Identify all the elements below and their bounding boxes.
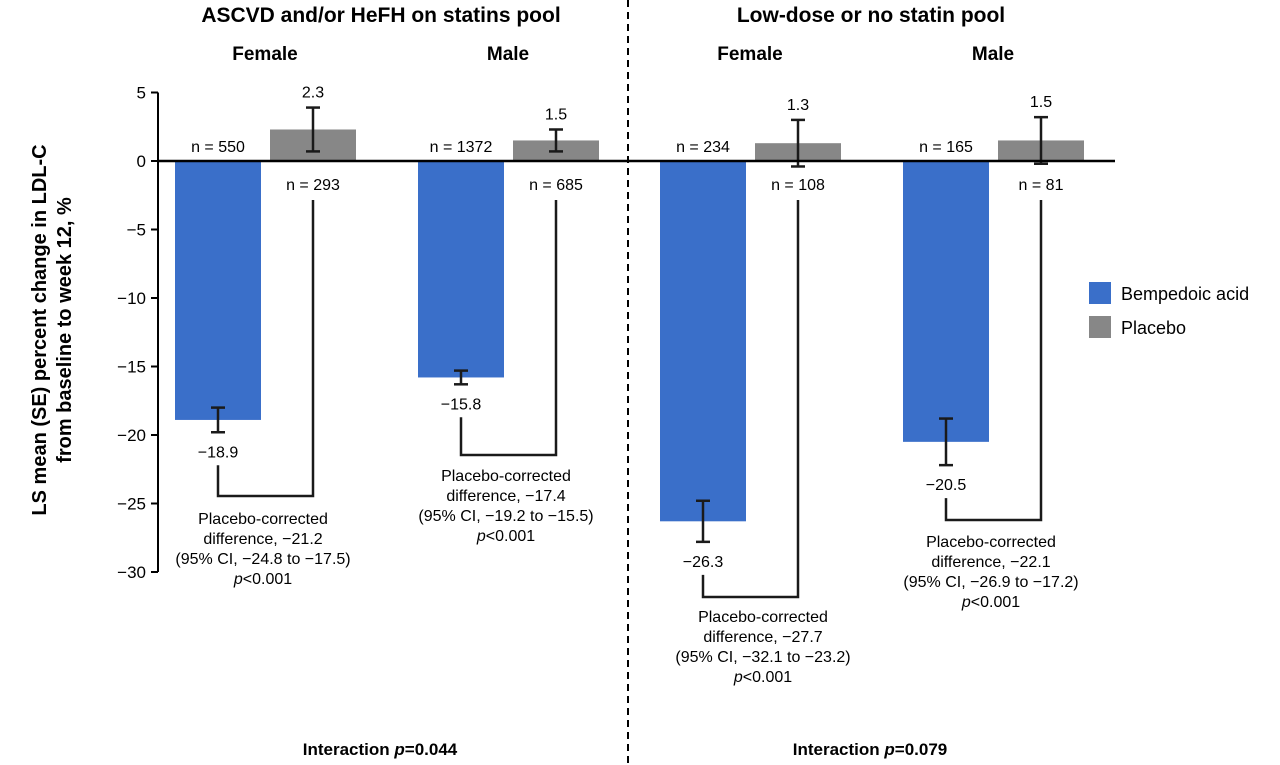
interaction-labels: Interaction p=0.044 Interaction p=0.079 xyxy=(303,740,948,759)
value-label-bempedoic: −18.9 xyxy=(198,444,239,461)
y-tick-label: −15 xyxy=(117,358,146,377)
legend-label: Bempedoic acid xyxy=(1121,284,1249,304)
difference-text: (95% CI, −32.1 to −23.2) xyxy=(675,649,850,666)
difference-connector xyxy=(459,200,558,457)
y-axis-label: LS mean (SE) percent change in LDL-C from… xyxy=(29,144,76,515)
legend-label: Placebo xyxy=(1121,318,1186,338)
difference-text: Placebo-corrected xyxy=(441,468,571,485)
difference-p-value: p<0.001 xyxy=(476,528,535,545)
bar-bempedoic xyxy=(903,161,989,442)
difference-text: (95% CI, −26.9 to −17.2) xyxy=(903,574,1078,591)
value-label-bempedoic: −26.3 xyxy=(683,554,724,571)
n-label-bempedoic: n = 165 xyxy=(919,139,973,156)
value-label-placebo: 1.5 xyxy=(1030,94,1052,111)
y-axis: 5 0 −5 −10 −15 −20 −25 −30 xyxy=(117,84,159,582)
difference-connector xyxy=(216,200,315,498)
value-label-placebo: 1.3 xyxy=(787,97,809,114)
value-label-bempedoic: −20.5 xyxy=(926,477,967,494)
group-sex-label: Male xyxy=(487,44,529,65)
n-label-bempedoic: n = 1372 xyxy=(430,139,493,156)
difference-text: difference, −17.4 xyxy=(446,488,565,505)
n-label-bempedoic: n = 550 xyxy=(191,139,245,156)
y-tick-label: −25 xyxy=(117,495,146,514)
n-label-placebo: n = 293 xyxy=(286,177,340,194)
pool-title: ASCVD and/or HeFH on statins pool xyxy=(201,4,560,27)
pool-titles: ASCVD and/or HeFH on statins pool Female M… xyxy=(201,4,1014,65)
difference-connector xyxy=(701,200,800,599)
difference-p-value: p<0.001 xyxy=(233,571,292,588)
difference-text: Placebo-corrected xyxy=(698,609,828,626)
difference-text: Placebo-corrected xyxy=(926,534,1056,551)
y-tick-label: −20 xyxy=(117,426,146,445)
group-sex-label: Female xyxy=(717,44,782,65)
y-tick-label: 0 xyxy=(137,152,146,171)
pool-title: Low-dose or no statin pool xyxy=(737,4,1005,27)
y-tick-label: −10 xyxy=(117,289,146,308)
interaction-label: Interaction p=0.044 xyxy=(303,740,458,759)
n-label-bempedoic: n = 234 xyxy=(676,139,730,156)
y-axis-title: LS mean (SE) percent change in LDL-C from… xyxy=(29,144,76,515)
n-label-placebo: n = 685 xyxy=(529,177,583,194)
interaction-label: Interaction p=0.079 xyxy=(793,740,948,759)
difference-text: difference, −27.7 xyxy=(703,629,822,646)
bar-labels: n = 550 n = 293 2.3 −18.9 n = 1372 n = 685 1.5… xyxy=(191,85,1063,571)
difference-connector xyxy=(944,200,1043,522)
n-label-placebo: n = 108 xyxy=(771,177,825,194)
bar-bempedoic xyxy=(660,161,746,522)
bars xyxy=(175,106,1084,544)
group-sex-label: Male xyxy=(972,44,1014,65)
y-tick-label: −5 xyxy=(127,221,146,240)
difference-p-value: p<0.001 xyxy=(961,594,1020,611)
legend: Bempedoic acid Placebo xyxy=(1089,282,1249,338)
difference-annotations: Placebo-corrected difference, −21.2 (95% C… xyxy=(175,200,1079,686)
y-tick-label: 5 xyxy=(137,84,146,103)
bar-bempedoic xyxy=(175,161,261,420)
legend-swatch xyxy=(1089,316,1111,338)
difference-text: difference, −21.2 xyxy=(203,531,322,548)
value-label-placebo: 2.3 xyxy=(302,85,324,102)
y-tick-label: −30 xyxy=(117,563,146,582)
difference-text: (95% CI, −19.2 to −15.5) xyxy=(418,508,593,525)
group-sex-label: Female xyxy=(232,44,297,65)
difference-text: Placebo-corrected xyxy=(198,511,328,528)
n-label-placebo: n = 81 xyxy=(1019,177,1064,194)
legend-swatch xyxy=(1089,282,1111,304)
difference-p-value: p<0.001 xyxy=(733,669,792,686)
value-label-placebo: 1.5 xyxy=(545,106,567,123)
difference-text: (95% CI, −24.8 to −17.5) xyxy=(175,551,350,568)
value-label-bempedoic: −15.8 xyxy=(441,396,482,413)
bar-bempedoic xyxy=(418,161,504,378)
difference-text: difference, −22.1 xyxy=(931,554,1050,571)
